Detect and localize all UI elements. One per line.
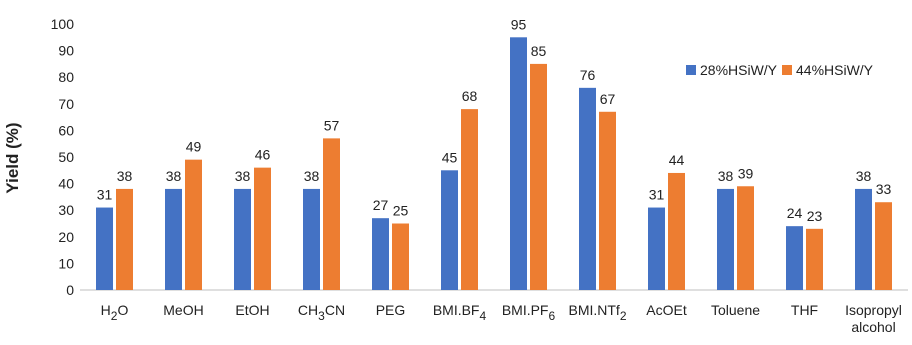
data-label: 39 xyxy=(738,165,754,181)
bar xyxy=(510,37,527,290)
y-tick-label: 90 xyxy=(58,43,74,59)
data-label: 24 xyxy=(787,205,803,221)
data-label: 31 xyxy=(649,187,665,203)
y-tick-label: 50 xyxy=(58,149,74,165)
data-label: 49 xyxy=(186,139,202,155)
legend-swatch xyxy=(782,65,792,75)
data-label: 38 xyxy=(235,168,251,184)
data-label: 67 xyxy=(600,91,616,107)
data-label: 38 xyxy=(304,168,320,184)
bar xyxy=(875,202,892,290)
data-label: 38 xyxy=(117,168,133,184)
bar xyxy=(254,167,271,290)
legend: 28%HSiW/Y 44%HSiW/Y xyxy=(686,62,874,78)
bar xyxy=(599,111,616,290)
data-label: 45 xyxy=(442,149,458,165)
y-tick-label: 30 xyxy=(58,202,74,218)
axes: 0 10 20 30 40 50 60 70 80 90 100 xyxy=(51,16,908,298)
category-label-line2: alcohol xyxy=(851,319,895,335)
category-label: CH3CN xyxy=(298,302,345,323)
y-tick-label: 40 xyxy=(58,176,74,192)
bar xyxy=(737,186,754,290)
category-label: Isopropyl xyxy=(845,302,902,318)
y-tick-label: 80 xyxy=(58,69,74,85)
bar xyxy=(786,226,803,290)
data-label: 33 xyxy=(876,181,892,197)
data-label: 38 xyxy=(856,168,872,184)
y-tick-label: 60 xyxy=(58,122,74,138)
data-label: 76 xyxy=(580,67,596,83)
data-label: 27 xyxy=(373,197,389,213)
y-tick-label: 100 xyxy=(51,16,75,32)
category-label: H2O xyxy=(101,302,129,323)
category-label: BMI.NTf2 xyxy=(568,302,626,323)
bar xyxy=(579,87,596,290)
bar xyxy=(648,207,665,290)
bar xyxy=(530,63,547,291)
bar xyxy=(441,170,458,290)
data-label: 23 xyxy=(807,208,823,224)
category-labels: H2O MeOH EtOH CH3CN PEG BMI.BF4 BMI.PF6 BMI.NTf… xyxy=(101,302,902,335)
y-tick-label: 10 xyxy=(58,255,74,271)
data-label: 25 xyxy=(393,203,409,219)
bar xyxy=(392,223,409,290)
bar xyxy=(303,188,320,290)
category-label: AcOEt xyxy=(646,302,687,318)
bar xyxy=(116,188,133,290)
category-label: THF xyxy=(791,302,818,318)
data-label: 31 xyxy=(97,187,113,203)
category-label: Toluene xyxy=(711,302,760,318)
bar xyxy=(323,138,340,290)
bar xyxy=(165,188,182,290)
bar xyxy=(717,188,734,290)
data-label: 95 xyxy=(511,16,527,32)
bar xyxy=(461,109,478,291)
legend-swatch xyxy=(686,65,696,75)
bar xyxy=(668,172,685,290)
bar xyxy=(855,188,872,290)
data-label: 57 xyxy=(324,117,340,133)
y-axis-title: Yield (%) xyxy=(3,122,22,193)
data-label: 44 xyxy=(669,152,685,168)
legend-label: 44%HSiW/Y xyxy=(796,62,874,78)
data-label: 85 xyxy=(531,43,547,59)
bar xyxy=(806,228,823,290)
y-tick-label: 70 xyxy=(58,96,74,112)
category-label: BMI.BF4 xyxy=(433,302,487,323)
category-label: PEG xyxy=(376,302,406,318)
y-tick-label: 0 xyxy=(66,282,74,298)
data-label: 38 xyxy=(166,168,182,184)
bar xyxy=(234,188,251,290)
y-tick-label: 20 xyxy=(58,229,74,245)
data-label: 38 xyxy=(718,168,734,184)
category-label: BMI.PF6 xyxy=(502,302,556,323)
bar xyxy=(372,218,389,290)
data-label: 68 xyxy=(462,88,478,104)
legend-label: 28%HSiW/Y xyxy=(700,62,778,78)
category-label: MeOH xyxy=(163,302,203,318)
bar xyxy=(185,159,202,290)
category-label: EtOH xyxy=(235,302,269,318)
bars xyxy=(96,37,892,291)
data-label: 46 xyxy=(255,147,271,163)
bar xyxy=(96,207,113,290)
